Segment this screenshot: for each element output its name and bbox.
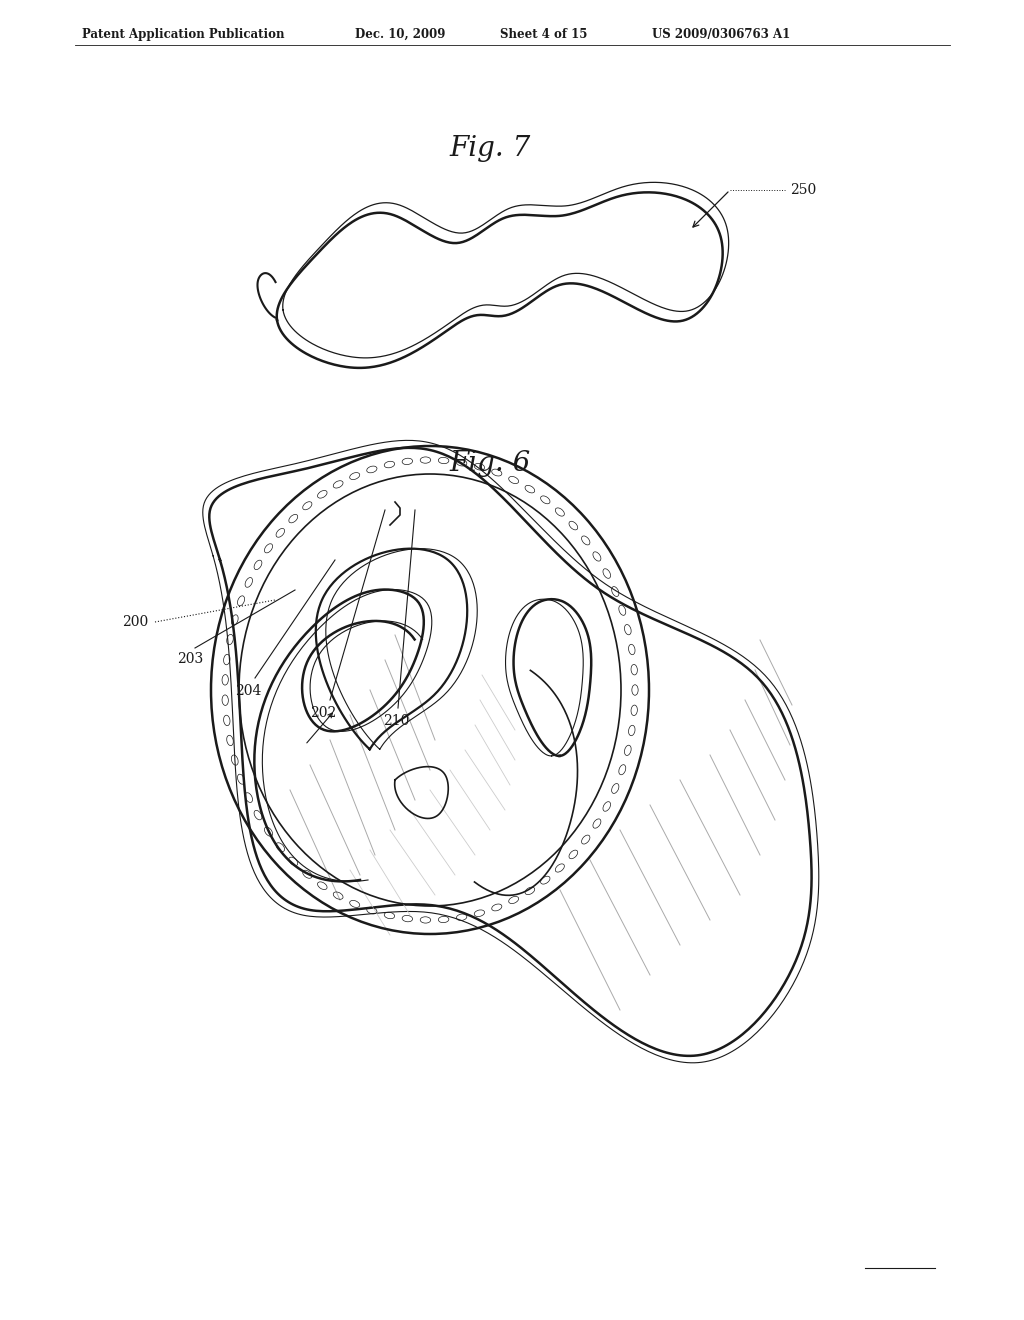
Text: Fig. 7: Fig. 7 — [450, 135, 530, 162]
Text: 204: 204 — [234, 684, 261, 698]
Text: US 2009/0306763 A1: US 2009/0306763 A1 — [652, 28, 791, 41]
Text: 203: 203 — [177, 652, 203, 667]
Text: Fig. 6: Fig. 6 — [450, 450, 530, 477]
Text: 210: 210 — [383, 714, 410, 729]
Text: 200: 200 — [122, 615, 148, 630]
Text: 202: 202 — [310, 706, 336, 719]
Text: Sheet 4 of 15: Sheet 4 of 15 — [500, 28, 588, 41]
Text: Patent Application Publication: Patent Application Publication — [82, 28, 285, 41]
Text: Dec. 10, 2009: Dec. 10, 2009 — [355, 28, 445, 41]
Text: 250: 250 — [790, 183, 816, 197]
